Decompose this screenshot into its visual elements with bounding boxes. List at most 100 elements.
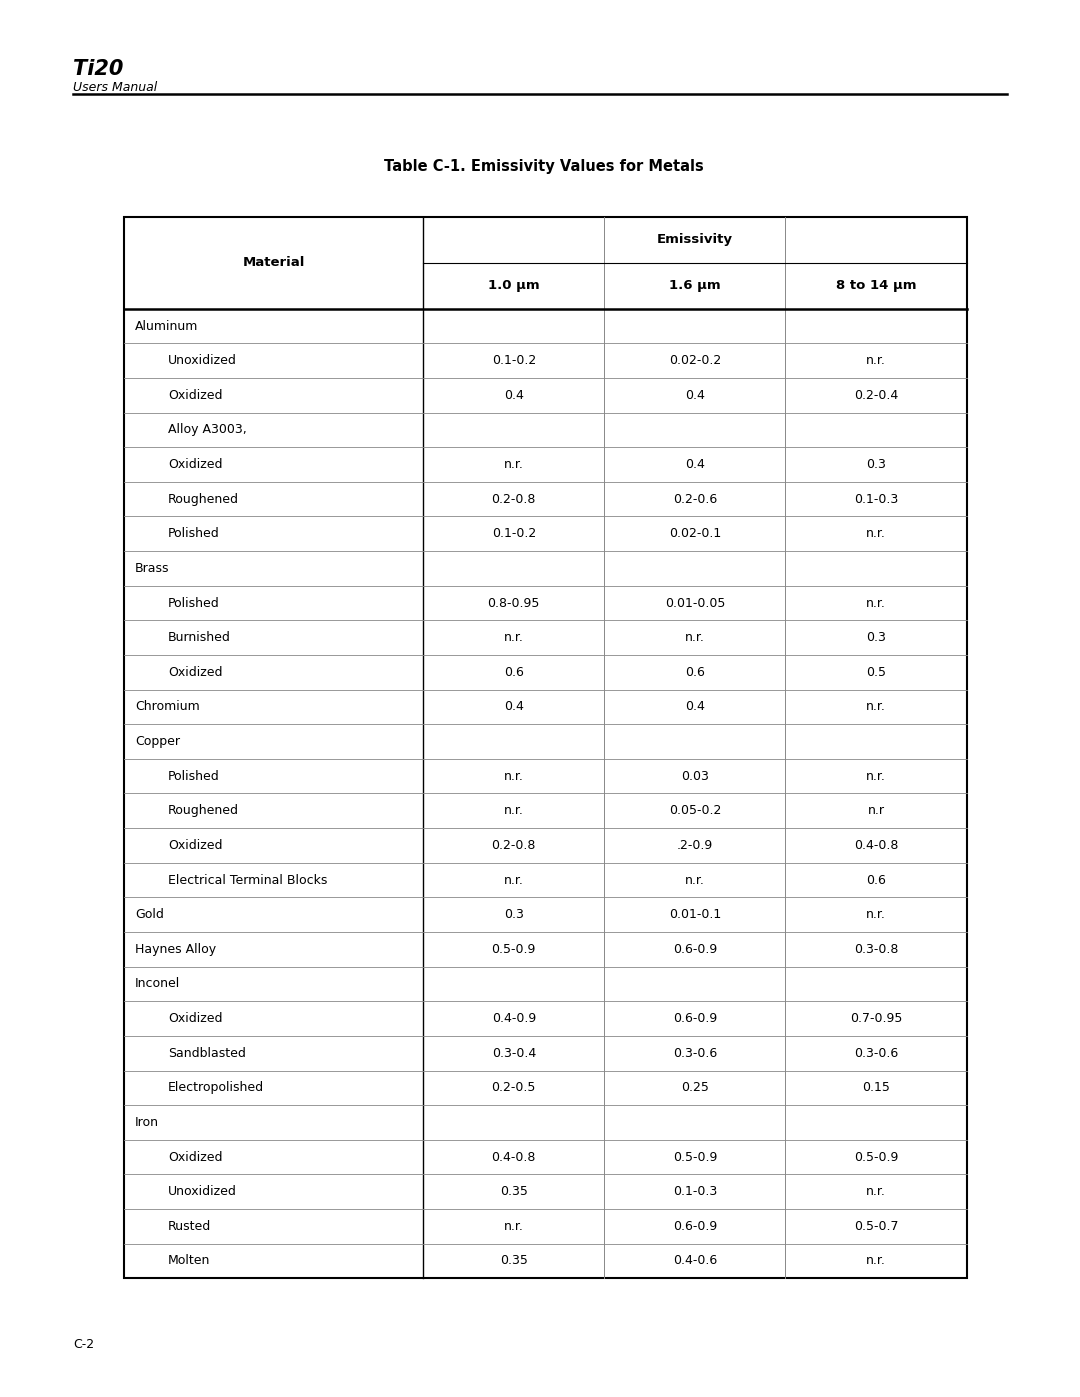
Text: Electrical Terminal Blocks: Electrical Terminal Blocks <box>168 873 327 887</box>
Text: 0.4-0.9: 0.4-0.9 <box>491 1011 536 1025</box>
Text: n.r.: n.r. <box>866 1185 886 1199</box>
Text: 0.4-0.8: 0.4-0.8 <box>854 840 899 852</box>
Text: n.r.: n.r. <box>504 458 524 471</box>
Text: 0.4: 0.4 <box>504 388 524 402</box>
Text: Material: Material <box>243 256 305 270</box>
Text: Polished: Polished <box>168 770 219 782</box>
Text: 0.3-0.6: 0.3-0.6 <box>673 1046 717 1060</box>
Text: 0.5-0.9: 0.5-0.9 <box>854 1151 899 1164</box>
Text: n.r.: n.r. <box>504 770 524 782</box>
Text: n.r.: n.r. <box>866 1255 886 1267</box>
Text: Oxidized: Oxidized <box>168 840 222 852</box>
Text: n.r.: n.r. <box>685 631 705 644</box>
Text: n.r.: n.r. <box>504 873 524 887</box>
Text: 8 to 14 μm: 8 to 14 μm <box>836 279 916 292</box>
Text: 0.3-0.6: 0.3-0.6 <box>854 1046 899 1060</box>
Text: 0.6-0.9: 0.6-0.9 <box>673 1011 717 1025</box>
Text: 0.4-0.8: 0.4-0.8 <box>491 1151 536 1164</box>
Text: Aluminum: Aluminum <box>135 320 199 332</box>
Text: 0.05-0.2: 0.05-0.2 <box>669 805 721 817</box>
Text: Gold: Gold <box>135 908 164 921</box>
Text: 0.03: 0.03 <box>681 770 708 782</box>
Text: Polished: Polished <box>168 597 219 609</box>
Text: Molten: Molten <box>168 1255 211 1267</box>
Text: 0.5-0.9: 0.5-0.9 <box>491 943 536 956</box>
Text: Roughened: Roughened <box>168 493 239 506</box>
Text: Rusted: Rusted <box>168 1220 212 1232</box>
Text: n.r.: n.r. <box>866 355 886 367</box>
Text: 0.6: 0.6 <box>866 873 886 887</box>
Text: 0.5-0.9: 0.5-0.9 <box>673 1151 717 1164</box>
Text: 0.25: 0.25 <box>681 1081 708 1094</box>
Text: 0.8-0.95: 0.8-0.95 <box>488 597 540 609</box>
Text: 0.2-0.6: 0.2-0.6 <box>673 493 717 506</box>
Text: Polished: Polished <box>168 527 219 541</box>
Text: 0.3: 0.3 <box>866 631 886 644</box>
Text: n.r.: n.r. <box>866 527 886 541</box>
Text: Unoxidized: Unoxidized <box>168 355 237 367</box>
Text: Burnished: Burnished <box>168 631 231 644</box>
Text: 0.3-0.4: 0.3-0.4 <box>491 1046 536 1060</box>
Text: 1.0 μm: 1.0 μm <box>488 279 540 292</box>
Text: 0.3: 0.3 <box>866 458 886 471</box>
Text: n.r.: n.r. <box>504 631 524 644</box>
Text: 0.4: 0.4 <box>685 700 705 714</box>
Text: 0.6-0.9: 0.6-0.9 <box>673 943 717 956</box>
Text: 0.6: 0.6 <box>685 666 705 679</box>
Text: Ti20: Ti20 <box>73 59 124 78</box>
Text: 0.1-0.2: 0.1-0.2 <box>491 355 536 367</box>
Text: Oxidized: Oxidized <box>168 666 222 679</box>
Text: Roughened: Roughened <box>168 805 239 817</box>
Text: Unoxidized: Unoxidized <box>168 1185 237 1199</box>
Text: 0.1-0.2: 0.1-0.2 <box>491 527 536 541</box>
Text: Emissivity: Emissivity <box>657 233 733 246</box>
Text: Brass: Brass <box>135 562 170 576</box>
Text: 0.2-0.8: 0.2-0.8 <box>491 840 536 852</box>
Text: 0.5: 0.5 <box>866 666 886 679</box>
Text: 0.02-0.2: 0.02-0.2 <box>669 355 721 367</box>
Text: 0.4: 0.4 <box>685 388 705 402</box>
Text: Electropolished: Electropolished <box>168 1081 265 1094</box>
Text: n.r.: n.r. <box>504 805 524 817</box>
Text: Haynes Alloy: Haynes Alloy <box>135 943 216 956</box>
Text: Oxidized: Oxidized <box>168 458 222 471</box>
Text: C-2: C-2 <box>73 1338 95 1351</box>
Text: Oxidized: Oxidized <box>168 388 222 402</box>
Text: 0.01-0.05: 0.01-0.05 <box>664 597 725 609</box>
Text: Sandblasted: Sandblasted <box>168 1046 246 1060</box>
Text: Table C-1. Emissivity Values for Metals: Table C-1. Emissivity Values for Metals <box>384 159 704 175</box>
Text: Users Manual: Users Manual <box>73 81 158 94</box>
Text: Oxidized: Oxidized <box>168 1151 222 1164</box>
Text: 0.4: 0.4 <box>685 458 705 471</box>
Text: 0.2-0.5: 0.2-0.5 <box>491 1081 536 1094</box>
Text: Copper: Copper <box>135 735 180 747</box>
Text: n.r: n.r <box>867 805 885 817</box>
Text: n.r.: n.r. <box>866 908 886 921</box>
Text: Iron: Iron <box>135 1116 159 1129</box>
Text: 0.35: 0.35 <box>500 1255 528 1267</box>
Text: 0.4-0.6: 0.4-0.6 <box>673 1255 717 1267</box>
Text: n.r.: n.r. <box>866 597 886 609</box>
Text: n.r.: n.r. <box>866 770 886 782</box>
Text: 0.4: 0.4 <box>504 700 524 714</box>
Text: 0.1-0.3: 0.1-0.3 <box>854 493 899 506</box>
Text: Inconel: Inconel <box>135 978 180 990</box>
Text: 0.3: 0.3 <box>504 908 524 921</box>
Text: n.r.: n.r. <box>685 873 705 887</box>
Text: 0.7-0.95: 0.7-0.95 <box>850 1011 902 1025</box>
Text: Chromium: Chromium <box>135 700 200 714</box>
Text: n.r.: n.r. <box>866 700 886 714</box>
Text: 0.5-0.7: 0.5-0.7 <box>854 1220 899 1232</box>
Text: 0.35: 0.35 <box>500 1185 528 1199</box>
Text: 0.1-0.3: 0.1-0.3 <box>673 1185 717 1199</box>
Text: 0.2-0.4: 0.2-0.4 <box>854 388 899 402</box>
Text: 0.6-0.9: 0.6-0.9 <box>673 1220 717 1232</box>
Text: 0.01-0.1: 0.01-0.1 <box>669 908 721 921</box>
Text: n.r.: n.r. <box>504 1220 524 1232</box>
Text: Alloy A3003,: Alloy A3003, <box>168 423 246 436</box>
Text: 0.3-0.8: 0.3-0.8 <box>854 943 899 956</box>
Text: Oxidized: Oxidized <box>168 1011 222 1025</box>
Text: 0.15: 0.15 <box>862 1081 890 1094</box>
Text: 0.02-0.1: 0.02-0.1 <box>669 527 721 541</box>
Text: 1.6 μm: 1.6 μm <box>670 279 720 292</box>
